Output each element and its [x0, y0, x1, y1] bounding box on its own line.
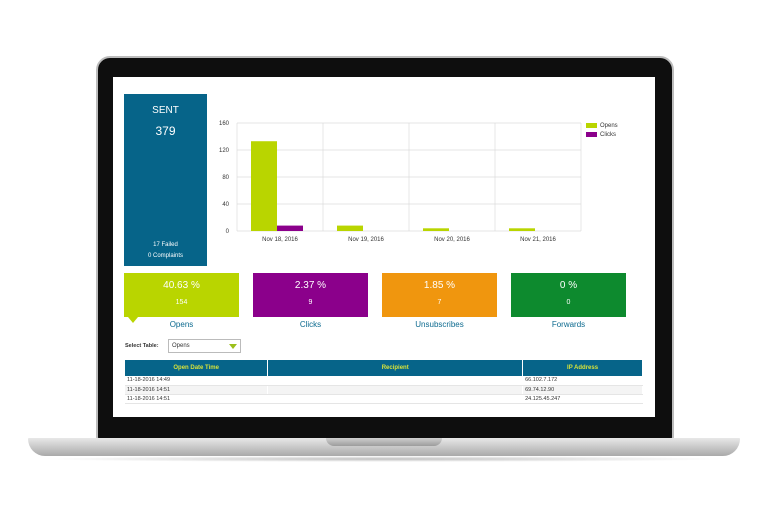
opens-percent: 40.63 %: [163, 280, 200, 291]
unsubscribes-count: 7: [437, 299, 442, 306]
complaints-count: 0 Complaints: [147, 253, 183, 259]
x-tick-label: Nov 20, 2016: [434, 237, 470, 243]
screen: SENT 379 17 Failed 0 Complaints 0 40 80 120…: [113, 77, 655, 417]
clicks-count: 9: [308, 299, 313, 306]
y-tick-label: 0: [226, 229, 230, 235]
header-open-date-time[interactable]: Open Date Time: [125, 360, 269, 376]
select-table-dropdown[interactable]: Opens: [168, 339, 241, 353]
unsubscribes-percent: 1.85 %: [423, 280, 456, 291]
sent-summary-box: SENT 379 17 Failed 0 Complaints: [124, 94, 207, 266]
clicks-label[interactable]: Clicks: [299, 320, 322, 329]
cell-ip: 66.102.7.172: [522, 376, 643, 386]
dropdown-arrow-icon[interactable]: [229, 344, 237, 349]
x-tick-label: Nov 19, 2016: [348, 237, 384, 243]
cell-ip: 24.125.45.247: [522, 394, 643, 404]
bar-opens[interactable]: [251, 141, 277, 231]
header-recipient[interactable]: Recipient: [267, 360, 524, 376]
table-row[interactable]: 11-18-2016 14:51 69.74.12.90: [125, 385, 643, 395]
cell-recipient: [267, 376, 524, 386]
select-table-value: Opens: [172, 343, 190, 349]
table-header-row: Open Date Time Recipient IP Address: [125, 360, 643, 376]
cell-date: 11-18-2016 14:51: [125, 394, 269, 404]
cell-date: 11-18-2016 14:49: [125, 376, 269, 386]
cell-recipient: [267, 385, 524, 395]
forwards-percent: 0 %: [559, 280, 578, 291]
opens-count: 154: [175, 299, 188, 306]
x-tick-label: Nov 18, 2016: [262, 237, 298, 243]
legend-label: Clicks: [600, 131, 616, 138]
cell-date: 11-18-2016 14:51: [125, 385, 269, 395]
unsubscribes-stat-card[interactable]: 1.85 % 7: [382, 273, 497, 317]
y-tick-label: 120: [219, 148, 230, 154]
laptop-notch: [326, 438, 442, 446]
forwards-stat-card[interactable]: 0 % 0: [511, 273, 626, 317]
clicks-stat-card[interactable]: 2.37 % 9: [253, 273, 368, 317]
sent-title: SENT: [152, 105, 179, 116]
bar-opens[interactable]: [509, 228, 535, 231]
opens-table: Open Date Time Recipient IP Address 11-1…: [125, 360, 643, 404]
bar-clicks[interactable]: [277, 225, 303, 231]
table-row[interactable]: 11-18-2016 14:51 24.125.45.247: [125, 394, 643, 404]
legend-swatch: [586, 132, 597, 137]
legend-label: Opens: [600, 122, 618, 129]
failed-count: 17 Failed: [153, 242, 178, 248]
opens-stat-card[interactable]: 40.63 % 154: [124, 273, 239, 323]
x-tick-label: Nov 21, 2016: [520, 237, 556, 243]
selected-pointer: [128, 317, 138, 323]
bar-chart: 0 40 80 120 160 Nov 18, 2016 Nov 19, 2016 Nov 2…: [213, 117, 653, 247]
laptop-base: [28, 438, 740, 456]
cell-recipient: [267, 394, 524, 404]
cell-ip: 69.74.12.90: [522, 385, 643, 395]
header-ip-address[interactable]: IP Address: [522, 360, 643, 376]
bar-opens[interactable]: [337, 225, 363, 231]
unsubscribes-label[interactable]: Unsubscribes: [415, 320, 464, 329]
sent-count: 379: [155, 124, 176, 138]
legend-item-clicks[interactable]: Clicks: [586, 130, 618, 139]
forwards-label[interactable]: Forwards: [551, 320, 586, 329]
bar-opens[interactable]: [423, 228, 449, 231]
legend-swatch: [586, 123, 597, 128]
y-tick-label: 40: [222, 202, 229, 208]
clicks-percent: 2.37 %: [294, 280, 327, 291]
y-tick-label: 80: [222, 175, 229, 181]
legend-item-opens[interactable]: Opens: [586, 121, 618, 130]
laptop-shadow: [40, 456, 728, 462]
chart-legend: Opens Clicks: [586, 121, 618, 139]
forwards-count: 0: [566, 299, 571, 306]
chart-svg: 0 40 80 120 160 Nov 18, 2016 Nov 19, 2016 Nov 2…: [219, 121, 582, 243]
select-table-label: Select Table:: [125, 343, 159, 349]
opens-label[interactable]: Opens: [169, 320, 194, 329]
table-row[interactable]: 11-18-2016 14:49 66.102.7.172: [125, 376, 643, 386]
y-tick-label: 160: [219, 121, 230, 127]
